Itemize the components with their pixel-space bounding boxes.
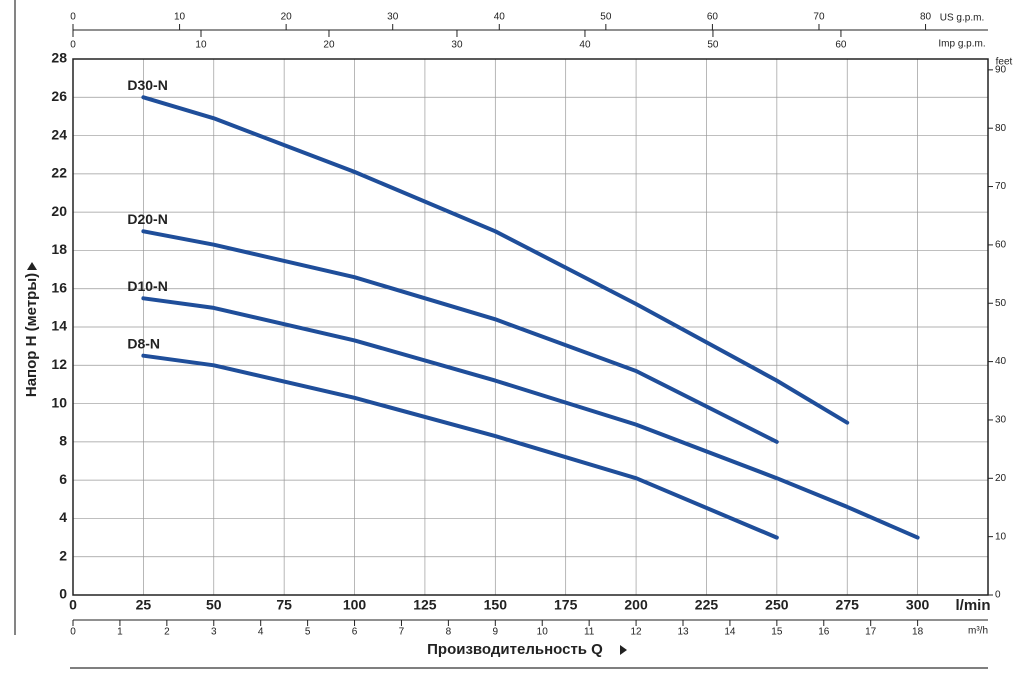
x-tick-label: 125 xyxy=(413,597,437,613)
y2-tick-label: 40 xyxy=(995,356,1007,367)
series-line xyxy=(141,229,779,444)
y2-tick-label: 90 xyxy=(995,64,1007,75)
x2-tick-label: 8 xyxy=(446,627,452,638)
y2-tick-label: 10 xyxy=(995,531,1007,542)
y-tick-label: 6 xyxy=(59,471,67,487)
series-label: D20-N xyxy=(127,211,167,227)
x2-tick-label: 10 xyxy=(537,627,549,638)
y2-tick-label: 70 xyxy=(995,181,1007,192)
x4-tick-label: 10 xyxy=(195,40,207,51)
x-tick-label: 50 xyxy=(206,597,222,613)
x-tick-label: 150 xyxy=(484,597,508,613)
plot-frame xyxy=(72,58,989,596)
x2-tick-label: 16 xyxy=(818,627,830,638)
x2-tick-label: 4 xyxy=(258,627,264,638)
x-tick-label: 275 xyxy=(836,597,860,613)
x2-tick-label: 3 xyxy=(211,627,217,638)
series-label: D10-N xyxy=(127,278,167,294)
x2-tick-label: 14 xyxy=(724,627,736,638)
y-tick-label: 16 xyxy=(51,279,67,295)
y2-tick-label: 60 xyxy=(995,240,1007,251)
x-tick-label: 250 xyxy=(765,597,789,613)
y-axis-arrow xyxy=(27,262,37,270)
x2-tick-label: 9 xyxy=(493,627,499,638)
y-tick-label: 18 xyxy=(51,241,67,257)
y-tick-label: 14 xyxy=(51,318,67,334)
y2-tick-label: 20 xyxy=(995,473,1007,484)
y2-unit: feet xyxy=(996,57,1013,68)
x-tick-label: 0 xyxy=(69,597,77,613)
x4-unit: Imp g.p.m. xyxy=(938,39,985,50)
y-tick-label: 22 xyxy=(51,165,67,181)
x3-unit: US g.p.m. xyxy=(940,13,984,24)
x4-tick-label: 20 xyxy=(323,40,335,51)
x-tick-label: 25 xyxy=(136,597,152,613)
y2-tick-label: 50 xyxy=(995,298,1007,309)
series-line xyxy=(141,296,920,540)
x-tick-label: 300 xyxy=(906,597,930,613)
x2-tick-label: 12 xyxy=(631,627,643,638)
x-tick-label: 175 xyxy=(554,597,578,613)
x-tick-label: 75 xyxy=(276,597,292,613)
y-tick-label: 4 xyxy=(59,509,67,525)
x3-tick-label: 0 xyxy=(70,12,76,23)
y-tick-label: 8 xyxy=(59,433,67,449)
y-tick-label: 24 xyxy=(51,126,67,142)
x-axis-title: Производительность Q xyxy=(427,641,603,658)
series-label: D8-N xyxy=(127,335,160,351)
x4-tick-label: 50 xyxy=(707,40,719,51)
x-tick-label: 200 xyxy=(624,597,648,613)
y-tick-label: 26 xyxy=(51,88,67,104)
y-tick-label: 20 xyxy=(51,203,67,219)
x3-tick-label: 10 xyxy=(174,12,186,23)
x2-tick-label: 0 xyxy=(70,627,76,638)
x2-tick-label: 17 xyxy=(865,627,877,638)
x2-tick-label: 1 xyxy=(117,627,123,638)
y-tick-label: 12 xyxy=(51,356,67,372)
x2-tick-label: 15 xyxy=(771,627,783,638)
x2-tick-label: 18 xyxy=(912,627,924,638)
y2-tick-label: 80 xyxy=(995,123,1007,134)
x2-tick-label: 13 xyxy=(677,627,689,638)
x4-tick-label: 40 xyxy=(579,40,591,51)
y-tick-label: 2 xyxy=(59,547,67,563)
x2-tick-label: 5 xyxy=(305,627,311,638)
series-line xyxy=(141,353,779,540)
x2-tick-label: 2 xyxy=(164,627,170,638)
series-line xyxy=(141,95,850,425)
x-axis-arrow xyxy=(620,645,627,655)
x3-tick-label: 50 xyxy=(600,12,612,23)
x3-tick-label: 80 xyxy=(920,12,932,23)
x2-tick-label: 7 xyxy=(399,627,405,638)
x4-tick-label: 60 xyxy=(835,40,847,51)
y-tick-label: 10 xyxy=(51,394,67,410)
y2-tick-label: 30 xyxy=(995,415,1007,426)
x4-tick-label: 30 xyxy=(451,40,463,51)
x2-tick-label: 6 xyxy=(352,627,358,638)
y-axis-title: Напор H (метры) xyxy=(23,273,40,397)
x-tick-label: 225 xyxy=(695,597,719,613)
x3-tick-label: 30 xyxy=(387,12,399,23)
y2-tick-label: 0 xyxy=(995,590,1001,601)
x2-tick-label: 11 xyxy=(584,627,595,638)
y-tick-label: 28 xyxy=(51,50,67,66)
x2-unit: m³/h xyxy=(968,626,988,637)
series-label: D30-N xyxy=(127,77,167,93)
x3-tick-label: 70 xyxy=(813,12,825,23)
x3-tick-label: 60 xyxy=(707,12,719,23)
x-unit: l/min xyxy=(955,597,990,614)
y-tick-label: 0 xyxy=(59,586,67,602)
x4-tick-label: 0 xyxy=(70,40,76,51)
x-tick-label: 100 xyxy=(343,597,367,613)
x3-tick-label: 40 xyxy=(494,12,506,23)
x3-tick-label: 20 xyxy=(281,12,293,23)
